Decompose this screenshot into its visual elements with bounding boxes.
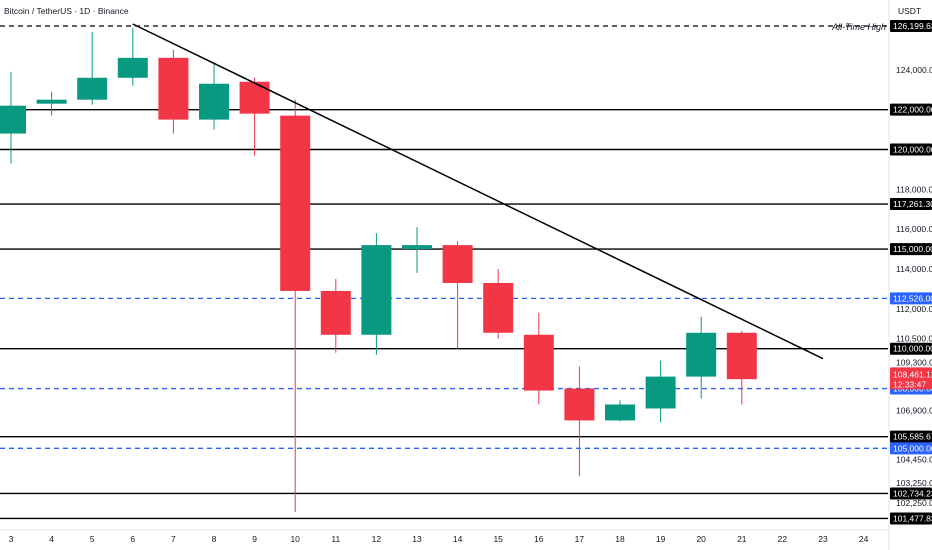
level-price-badge (890, 292, 932, 305)
level-price-badge (890, 512, 932, 525)
level-price-badge (890, 342, 932, 355)
level-price-label: 101,477.83 (893, 513, 932, 523)
x-tick-label: 9 (252, 534, 257, 544)
candle-body (686, 332, 717, 377)
candles-layer (0, 27, 757, 513)
y-tick-label: 114,000.00 (896, 264, 932, 274)
x-tick-label: 11 (331, 534, 340, 544)
level-price-label: 105,585.67 (893, 432, 932, 442)
x-tick-label: 20 (696, 534, 706, 544)
candle-body (117, 57, 148, 78)
y-tick-label: 112,000.00 (896, 304, 932, 314)
candle-body (0, 105, 26, 134)
candle-body (564, 388, 595, 421)
chart-title: Bitcoin / TetherUS · 1D · Binance (4, 6, 129, 16)
level-price-badge (890, 103, 932, 116)
level-price-label: 112,526.00 (893, 293, 932, 303)
candle-body (199, 83, 229, 120)
x-tick-label: 21 (737, 534, 747, 544)
candle-body (523, 334, 554, 391)
levels-layer: All-Time High (0, 22, 888, 520)
y-tick-label: 110,500.00 (896, 334, 932, 344)
downtrend-line (132, 23, 824, 360)
y-tick-label: 124,000.00 (896, 65, 932, 75)
x-tick-label: 16 (534, 534, 544, 544)
candle-body (361, 245, 392, 335)
y-tick-label: 109,300.00 (896, 358, 932, 368)
x-tick-label: 19 (656, 534, 666, 544)
x-tick-label: 4 (49, 534, 54, 544)
level-price-badge (890, 20, 932, 33)
x-tick-label: 12 (372, 534, 382, 544)
x-tick-label: 17 (575, 534, 585, 544)
candle-body (36, 99, 67, 104)
candle-body (645, 376, 676, 409)
x-tick-label: 5 (90, 534, 95, 544)
current-price-badge (890, 367, 932, 390)
level-price-label: 120,000.00 (893, 144, 932, 154)
countdown-label: 12:33:47 (893, 379, 926, 389)
level-price-label: 117,261.30 (893, 199, 932, 209)
x-tick-label: 7 (171, 534, 176, 544)
x-tick-label: 18 (615, 534, 625, 544)
level-price-badge (890, 442, 932, 455)
x-tick-label: 24 (859, 534, 869, 544)
candle-body (158, 57, 189, 120)
level-price-label: 110,000.00 (893, 344, 932, 354)
y-tick-label: 102,250.00 (896, 498, 932, 508)
x-tick-label: 22 (778, 534, 788, 544)
candle-body (239, 81, 270, 114)
level-price-label: 126,199.63 (893, 21, 932, 31)
level-price-label: 105,000.00 (893, 443, 932, 453)
candle-body (280, 115, 311, 291)
y-tick-label: 106,900.00 (896, 405, 932, 415)
candle-body (726, 332, 757, 380)
x-tick-label: 13 (412, 534, 422, 544)
y-tick-label: 104,450.00 (896, 454, 932, 464)
y-tick-label: 116,000.00 (896, 224, 932, 234)
level-price-badge (890, 487, 932, 500)
candle-body (402, 245, 432, 250)
x-tick-label: 14 (453, 534, 463, 544)
level-price-badge (890, 430, 932, 443)
candle-body (77, 77, 108, 100)
level-price-label: 122,000.00 (893, 105, 932, 115)
level-price-label: 115,000.00 (893, 244, 932, 254)
level-price-badge (890, 243, 932, 256)
candle-body (320, 290, 351, 335)
level-price-badge (890, 198, 932, 211)
x-tick-label: 10 (290, 534, 300, 544)
x-tick-label: 6 (130, 534, 135, 544)
level-price-badge (890, 143, 932, 156)
trend-layer (132, 23, 824, 360)
x-tick-label: 15 (493, 534, 503, 544)
x-tick-label: 23 (818, 534, 828, 544)
x-tick-label: 8 (212, 534, 217, 544)
candle-body (605, 404, 635, 421)
all-time-high-annotation: All-Time High (831, 22, 886, 32)
level-price-label: 102,734.23 (893, 488, 932, 498)
y-tick-label: 103,250.00 (896, 478, 932, 488)
currency-label: USDT (898, 6, 921, 16)
current-price-label: 108,461.12 (893, 369, 932, 379)
candle-body (442, 245, 473, 283)
candle-body (483, 282, 514, 333)
y-tick-label: 118,000.00 (896, 184, 932, 194)
x-tick-label: 3 (9, 534, 14, 544)
